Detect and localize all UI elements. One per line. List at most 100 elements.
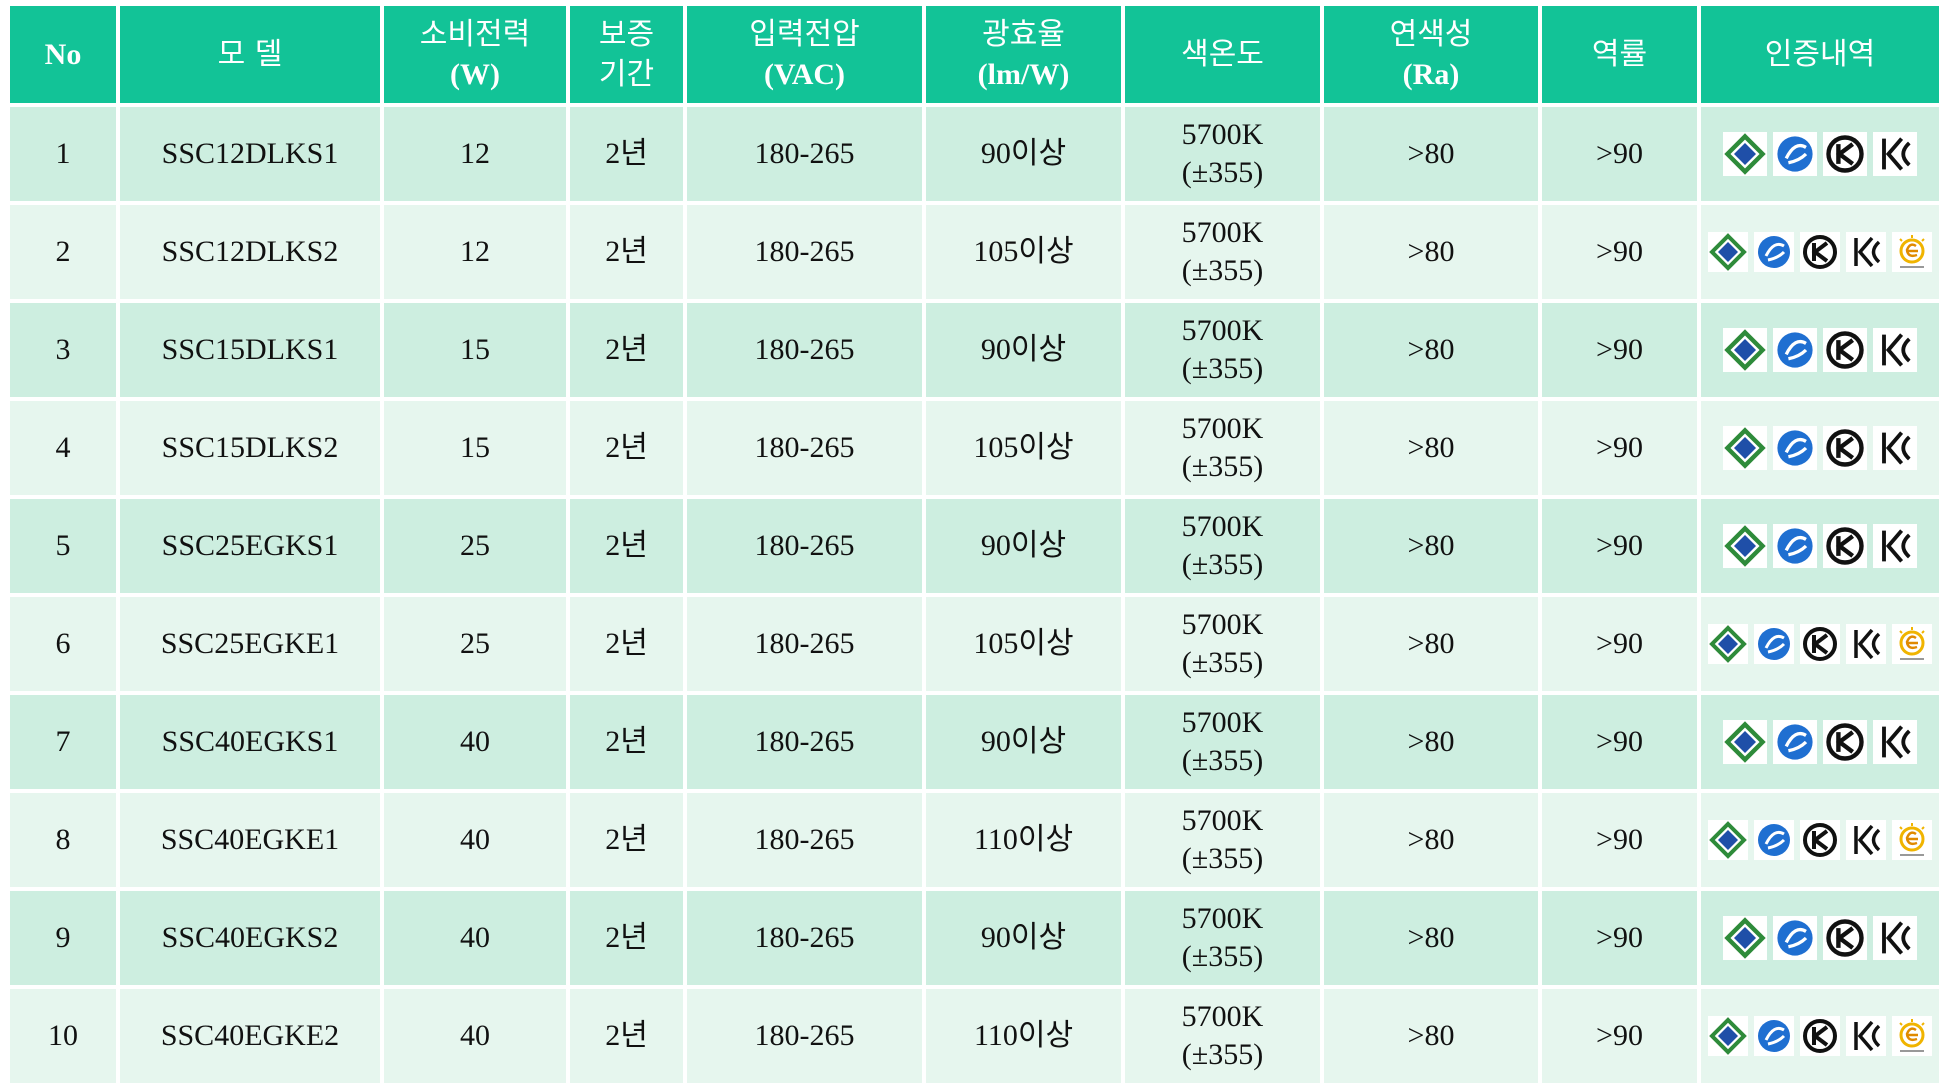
table-cell: 180-265 (687, 891, 922, 985)
cell-text: >90 (1596, 529, 1643, 562)
header-cell: 색온도 (1125, 6, 1320, 103)
cell-text: (±355) (1181, 254, 1264, 287)
table-cell: 90이상 (926, 107, 1121, 201)
table-cell: SSC25EGKE1 (120, 597, 380, 691)
cell-text: 5700K (1181, 706, 1264, 739)
cell-text: (±355) (1181, 744, 1264, 777)
mas-icon (1723, 720, 1767, 764)
table-cell: SSC40EGKS2 (120, 891, 380, 985)
cert-cell (1701, 303, 1939, 397)
table-cell: 105이상 (926, 401, 1121, 495)
cell-text: 10 (48, 1019, 78, 1052)
cert-icons (1701, 232, 1939, 272)
cell-text: 90이상 (980, 137, 1067, 170)
k-mark-icon (1823, 328, 1867, 372)
mas-icon (1708, 1016, 1748, 1056)
cell-text: 8 (55, 823, 71, 856)
cell-text: SSC40EGKS1 (161, 725, 339, 758)
cell-text: (±355) (1181, 450, 1264, 483)
table-cell: 180-265 (687, 597, 922, 691)
header-text: 연색성 (1389, 16, 1473, 52)
cell-text: >80 (1407, 431, 1455, 464)
k-mark-icon (1800, 624, 1840, 664)
table-cell: 40 (384, 793, 566, 887)
cell-text: 6 (55, 627, 71, 660)
cert-icons (1701, 524, 1939, 568)
table-cell: 5700K (±355) (1125, 303, 1320, 397)
e-mark-icon (1773, 524, 1817, 568)
table-cell: 25 (384, 597, 566, 691)
cell-text: 105이상 (973, 235, 1074, 268)
table-cell: >90 (1542, 891, 1697, 985)
table-cell: >90 (1542, 793, 1697, 887)
cert-cell (1701, 499, 1939, 593)
cert-cell (1701, 205, 1939, 299)
cell-text: 9 (55, 921, 71, 954)
cell-text: 3 (55, 333, 71, 366)
cell-text: 5700K (1181, 902, 1264, 935)
table-row: 6 SSC25EGKE1 25 2년 180-265 105이상 5700K (±355) >8… (10, 597, 1939, 691)
table-cell: >80 (1324, 303, 1538, 397)
cell-text: SSC40EGKS2 (161, 921, 339, 954)
table-cell: 5700K (±355) (1125, 205, 1320, 299)
cell-text: >90 (1596, 921, 1643, 954)
cert-cell (1701, 695, 1939, 789)
table-cell: 180-265 (687, 989, 922, 1083)
cell-text: 90이상 (980, 529, 1067, 562)
table-cell: 5700K (±355) (1125, 793, 1320, 887)
header-text: 입력전압 (749, 16, 860, 52)
kc-mark-icon (1846, 232, 1886, 272)
cell-text: 2년 (605, 627, 648, 660)
mas-icon (1708, 624, 1748, 664)
cert-icons (1701, 820, 1939, 860)
table-cell: >90 (1542, 205, 1697, 299)
table-cell: >90 (1542, 303, 1697, 397)
kc-mark-icon (1873, 132, 1917, 176)
e-mark-icon (1754, 624, 1794, 664)
k-mark-icon (1800, 820, 1840, 860)
cell-text: 180-265 (754, 431, 855, 464)
table-cell: 180-265 (687, 107, 922, 201)
e-mark-icon (1773, 720, 1817, 764)
kc-mark-icon (1846, 820, 1886, 860)
cell-text: 180-265 (754, 333, 855, 366)
cell-text: 5700K (1181, 314, 1264, 347)
cell-text: SSC25EGKE1 (160, 627, 340, 660)
cell-text: >80 (1407, 823, 1455, 856)
table-cell: 1 (10, 107, 116, 201)
cell-text: (±355) (1181, 646, 1264, 679)
cell-text: 5700K (1181, 412, 1264, 445)
header-text: (VAC) (763, 57, 846, 91)
cell-text: >90 (1596, 725, 1643, 758)
cell-text: SSC40EGKE2 (160, 1019, 340, 1052)
table-cell: >90 (1542, 597, 1697, 691)
e-mark-icon (1754, 232, 1794, 272)
cell-text: (±355) (1181, 940, 1264, 973)
header-text: 기간 (598, 56, 655, 92)
cert-cell (1701, 793, 1939, 887)
e-mark-icon (1773, 916, 1817, 960)
cell-text: SSC12DLKS1 (161, 137, 339, 170)
cell-text: >90 (1596, 627, 1643, 660)
table-cell: 2년 (570, 891, 683, 985)
cell-text: 180-265 (754, 529, 855, 562)
table-cell: 180-265 (687, 695, 922, 789)
efficiency-icon (1892, 232, 1932, 272)
table-cell: 5700K (±355) (1125, 401, 1320, 495)
table-row: 5 SSC25EGKS1 25 2년 180-265 90이상 5700K (±355) >80… (10, 499, 1939, 593)
cell-text: 7 (55, 725, 71, 758)
cell-text: 15 (460, 431, 490, 464)
table-cell: SSC12DLKS1 (120, 107, 380, 201)
k-mark-icon (1800, 1016, 1840, 1056)
table-row: 4 SSC15DLKS2 15 2년 180-265 105이상 5700K (±355) >8… (10, 401, 1939, 495)
header-cell: 인증내역 (1701, 6, 1939, 103)
table-cell: 5700K (±355) (1125, 597, 1320, 691)
e-mark-icon (1754, 1016, 1794, 1056)
cell-text: 2년 (605, 235, 648, 268)
cell-text: 2년 (605, 1019, 648, 1052)
table-cell: 6 (10, 597, 116, 691)
k-mark-icon (1823, 426, 1867, 470)
cert-icons (1701, 328, 1939, 372)
cell-text: >90 (1596, 235, 1643, 268)
kc-mark-icon (1846, 624, 1886, 664)
